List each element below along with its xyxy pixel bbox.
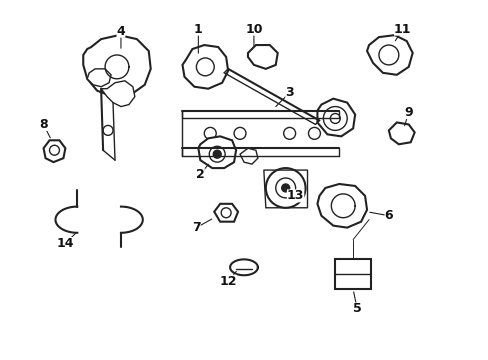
Polygon shape bbox=[182, 45, 228, 89]
Polygon shape bbox=[240, 148, 257, 164]
Text: 11: 11 bbox=[393, 23, 411, 36]
Text: 1: 1 bbox=[194, 23, 203, 36]
Text: 10: 10 bbox=[244, 23, 262, 36]
Polygon shape bbox=[83, 35, 150, 96]
Polygon shape bbox=[43, 140, 65, 162]
Text: 4: 4 bbox=[116, 24, 125, 38]
Polygon shape bbox=[214, 204, 238, 222]
Text: 8: 8 bbox=[39, 118, 48, 131]
Polygon shape bbox=[247, 45, 277, 69]
Text: 13: 13 bbox=[286, 189, 304, 202]
Polygon shape bbox=[317, 184, 366, 228]
Text: 2: 2 bbox=[196, 167, 204, 181]
Text: 9: 9 bbox=[404, 106, 412, 119]
Text: 6: 6 bbox=[384, 209, 392, 222]
Polygon shape bbox=[101, 81, 135, 107]
Circle shape bbox=[281, 184, 289, 192]
Text: 14: 14 bbox=[57, 237, 74, 250]
Text: 3: 3 bbox=[285, 86, 293, 99]
Polygon shape bbox=[388, 122, 414, 144]
Polygon shape bbox=[317, 99, 354, 136]
Polygon shape bbox=[87, 69, 111, 87]
Text: 5: 5 bbox=[352, 302, 361, 315]
Circle shape bbox=[213, 150, 221, 158]
Text: 7: 7 bbox=[192, 221, 201, 234]
Polygon shape bbox=[198, 136, 236, 168]
Polygon shape bbox=[366, 35, 412, 75]
Text: 12: 12 bbox=[219, 275, 236, 288]
